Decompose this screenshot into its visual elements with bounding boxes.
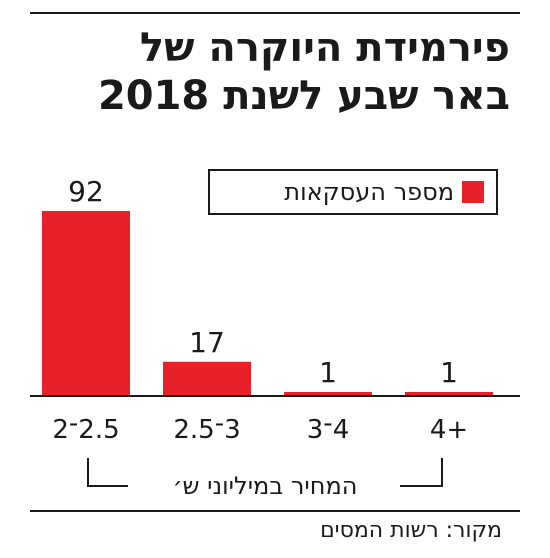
value-label-1: 92 [68,175,104,208]
chart-title: פירמידת היוקרה של באר שבע לשנת 2018 [30,24,510,120]
legend-swatch [462,181,484,203]
tick-label-4: +4 [430,415,468,445]
top-rule [30,12,520,14]
legend: מספר העסקאות [208,169,498,215]
x-axis-bracket [87,458,443,487]
title-line-1: פירמידת היוקרה של [139,25,510,71]
bar-1 [42,211,130,396]
bracket-path [87,458,443,487]
bar-3 [284,392,372,396]
bar-2 [163,361,251,396]
legend-label: מספר העסקאות [284,178,454,206]
bar-4 [405,392,493,396]
source-note: מקור: רשות המסים [320,518,502,543]
tick-label-3: 4־3 [307,415,349,445]
tick-label-1: 2.5־2 [52,415,119,445]
bottom-rule [30,510,520,512]
title-line-2: באר שבע לשנת 2018 [97,73,510,119]
value-label-3: 1 [319,356,337,389]
tick-label-2: 3־2.5 [173,415,240,445]
value-label-4: 1 [440,356,458,389]
value-label-2: 17 [189,326,225,359]
x-axis-label: המחיר במיליוני ש׳ [173,472,358,500]
